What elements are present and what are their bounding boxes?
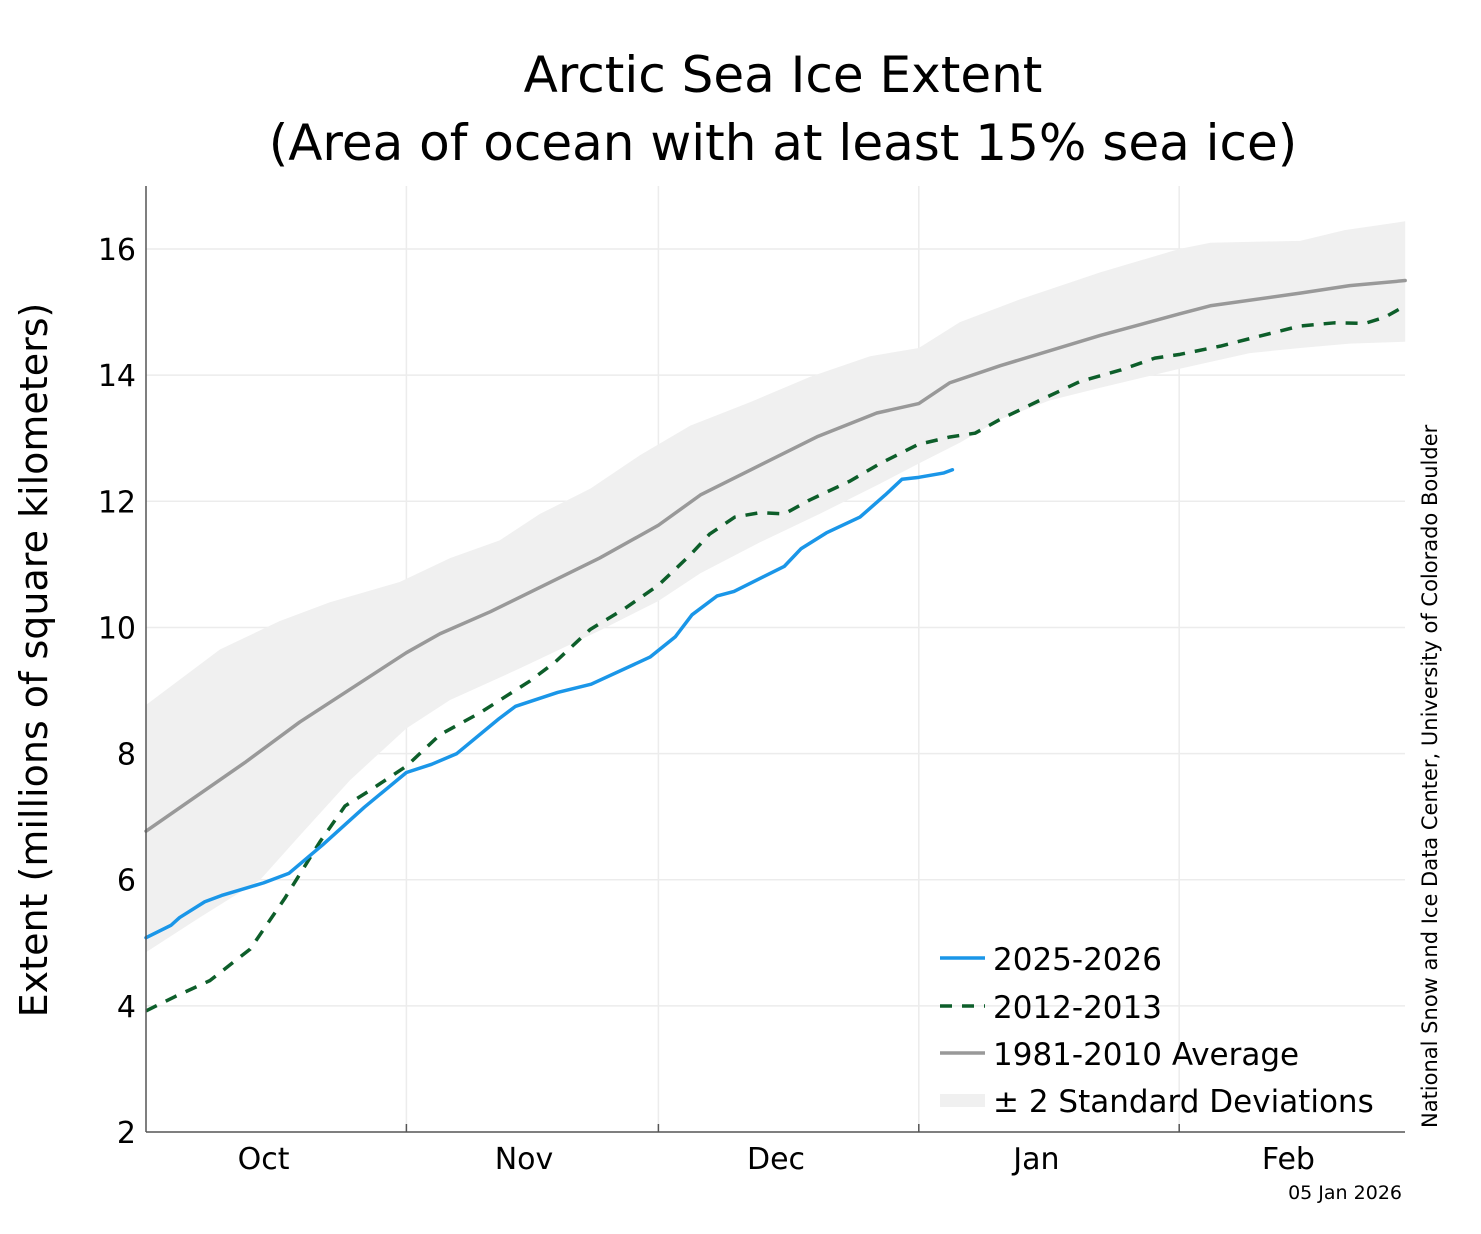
chart-title: Arctic Sea Ice Extent (524, 46, 1043, 104)
legend-label-std-dev: ± 2 Standard Deviations (993, 1084, 1374, 1120)
legend-label-2025-2026: 2025-2026 (993, 942, 1162, 978)
date-stamp: 05 Jan 2026 (1288, 1182, 1402, 1204)
series-lines (144, 278, 1407, 1013)
x-tick-labels: Oct Nov Dec Jan Feb (238, 1142, 1315, 1177)
line-2012-2013 (145, 304, 1407, 1013)
chart-subtitle: (Area of ocean with at least 15% sea ice… (269, 114, 1298, 172)
y-tick-label: 8 (117, 738, 136, 773)
std-dev-band (146, 221, 1406, 953)
y-tick-label: 14 (98, 359, 136, 394)
y-tick-label: 2 (117, 1116, 136, 1151)
legend-label-2012-2013: 2012-2013 (993, 990, 1162, 1026)
x-tick-label: Dec (747, 1142, 805, 1177)
legend: 2025-2026 2012-2013 1981-2010 Average ± … (940, 942, 1374, 1120)
y-tick-label: 16 (98, 233, 136, 268)
credit-text: National Snow and Ice Data Center, Unive… (1418, 424, 1442, 1128)
y-tick-label: 12 (98, 485, 136, 520)
y-tick-label: 6 (117, 864, 136, 899)
axes (145, 185, 1405, 1133)
line-1981-2010-average (144, 278, 1407, 833)
x-tick-label: Jan (1011, 1142, 1059, 1177)
x-tick-label: Feb (1262, 1142, 1315, 1177)
y-tick-label: 10 (98, 611, 136, 646)
legend-label-average: 1981-2010 Average (993, 1037, 1299, 1073)
y-axis-label: Extent (millions of square kilometers) (12, 303, 56, 1018)
x-tick-label: Oct (238, 1142, 290, 1177)
line-2025-2026 (144, 468, 955, 940)
std-dev-band-group (146, 221, 1406, 953)
y-tick-labels: 2 4 6 8 10 12 14 16 (98, 233, 136, 1151)
legend-swatch-std-dev (940, 1094, 985, 1107)
x-tick-label: Nov (495, 1142, 554, 1177)
y-tick-label: 4 (117, 990, 136, 1025)
